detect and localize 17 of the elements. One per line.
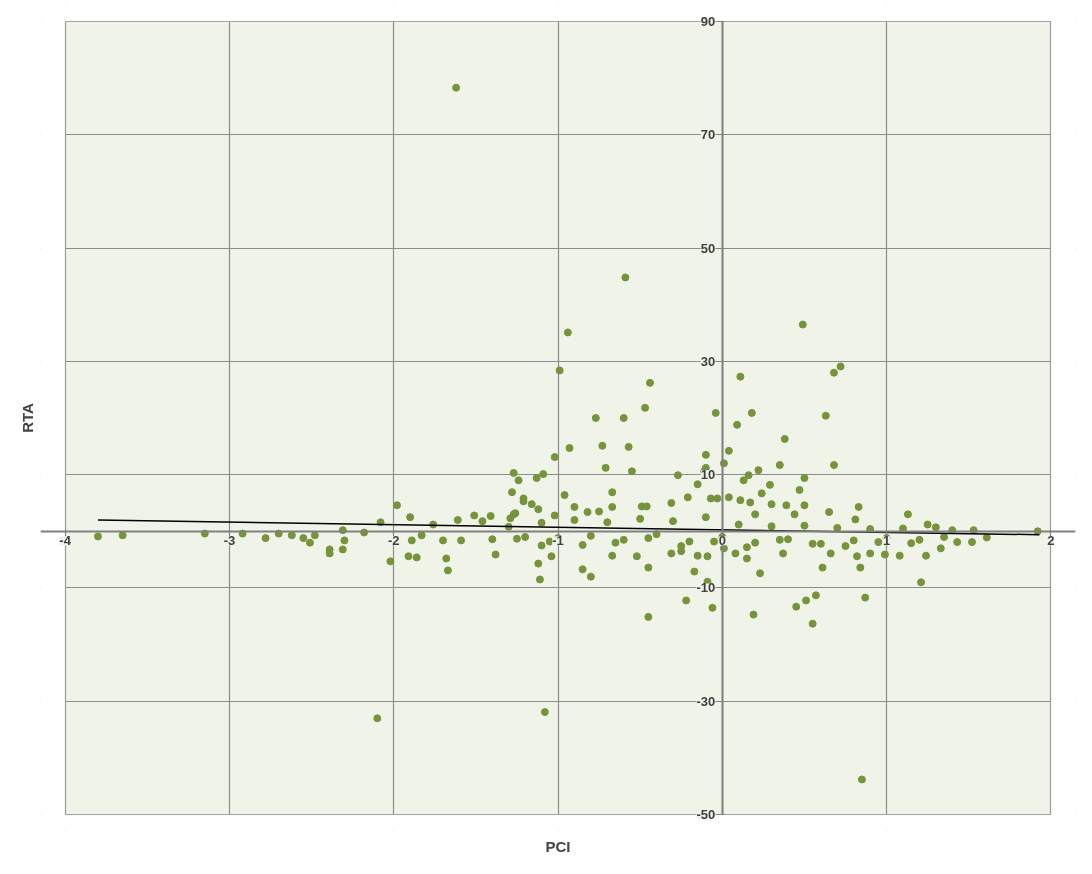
x-tick-label: -2 (387, 533, 400, 549)
y-tick-label: 10 (700, 467, 716, 483)
y-tick-label: 70 (700, 127, 716, 143)
y-tick-label: -10 (696, 580, 716, 596)
y-tick-label: -50 (696, 807, 716, 823)
x-tick-label: 0 (718, 533, 726, 549)
y-tick-label: 90 (700, 13, 716, 29)
y-tick-label: 30 (700, 353, 716, 369)
x-tick-label: 2 (1047, 533, 1055, 549)
x-tick-label: 1 (882, 533, 891, 549)
x-tick-label: -4 (59, 533, 72, 549)
x-tick-label: -3 (223, 533, 236, 549)
y-tick-label: 50 (700, 240, 716, 256)
y-tick-label: -30 (696, 693, 716, 709)
y-axis-title: RTA (18, 402, 36, 433)
x-axis-title: PCI (545, 837, 571, 855)
x-tick-label: -1 (552, 533, 564, 549)
